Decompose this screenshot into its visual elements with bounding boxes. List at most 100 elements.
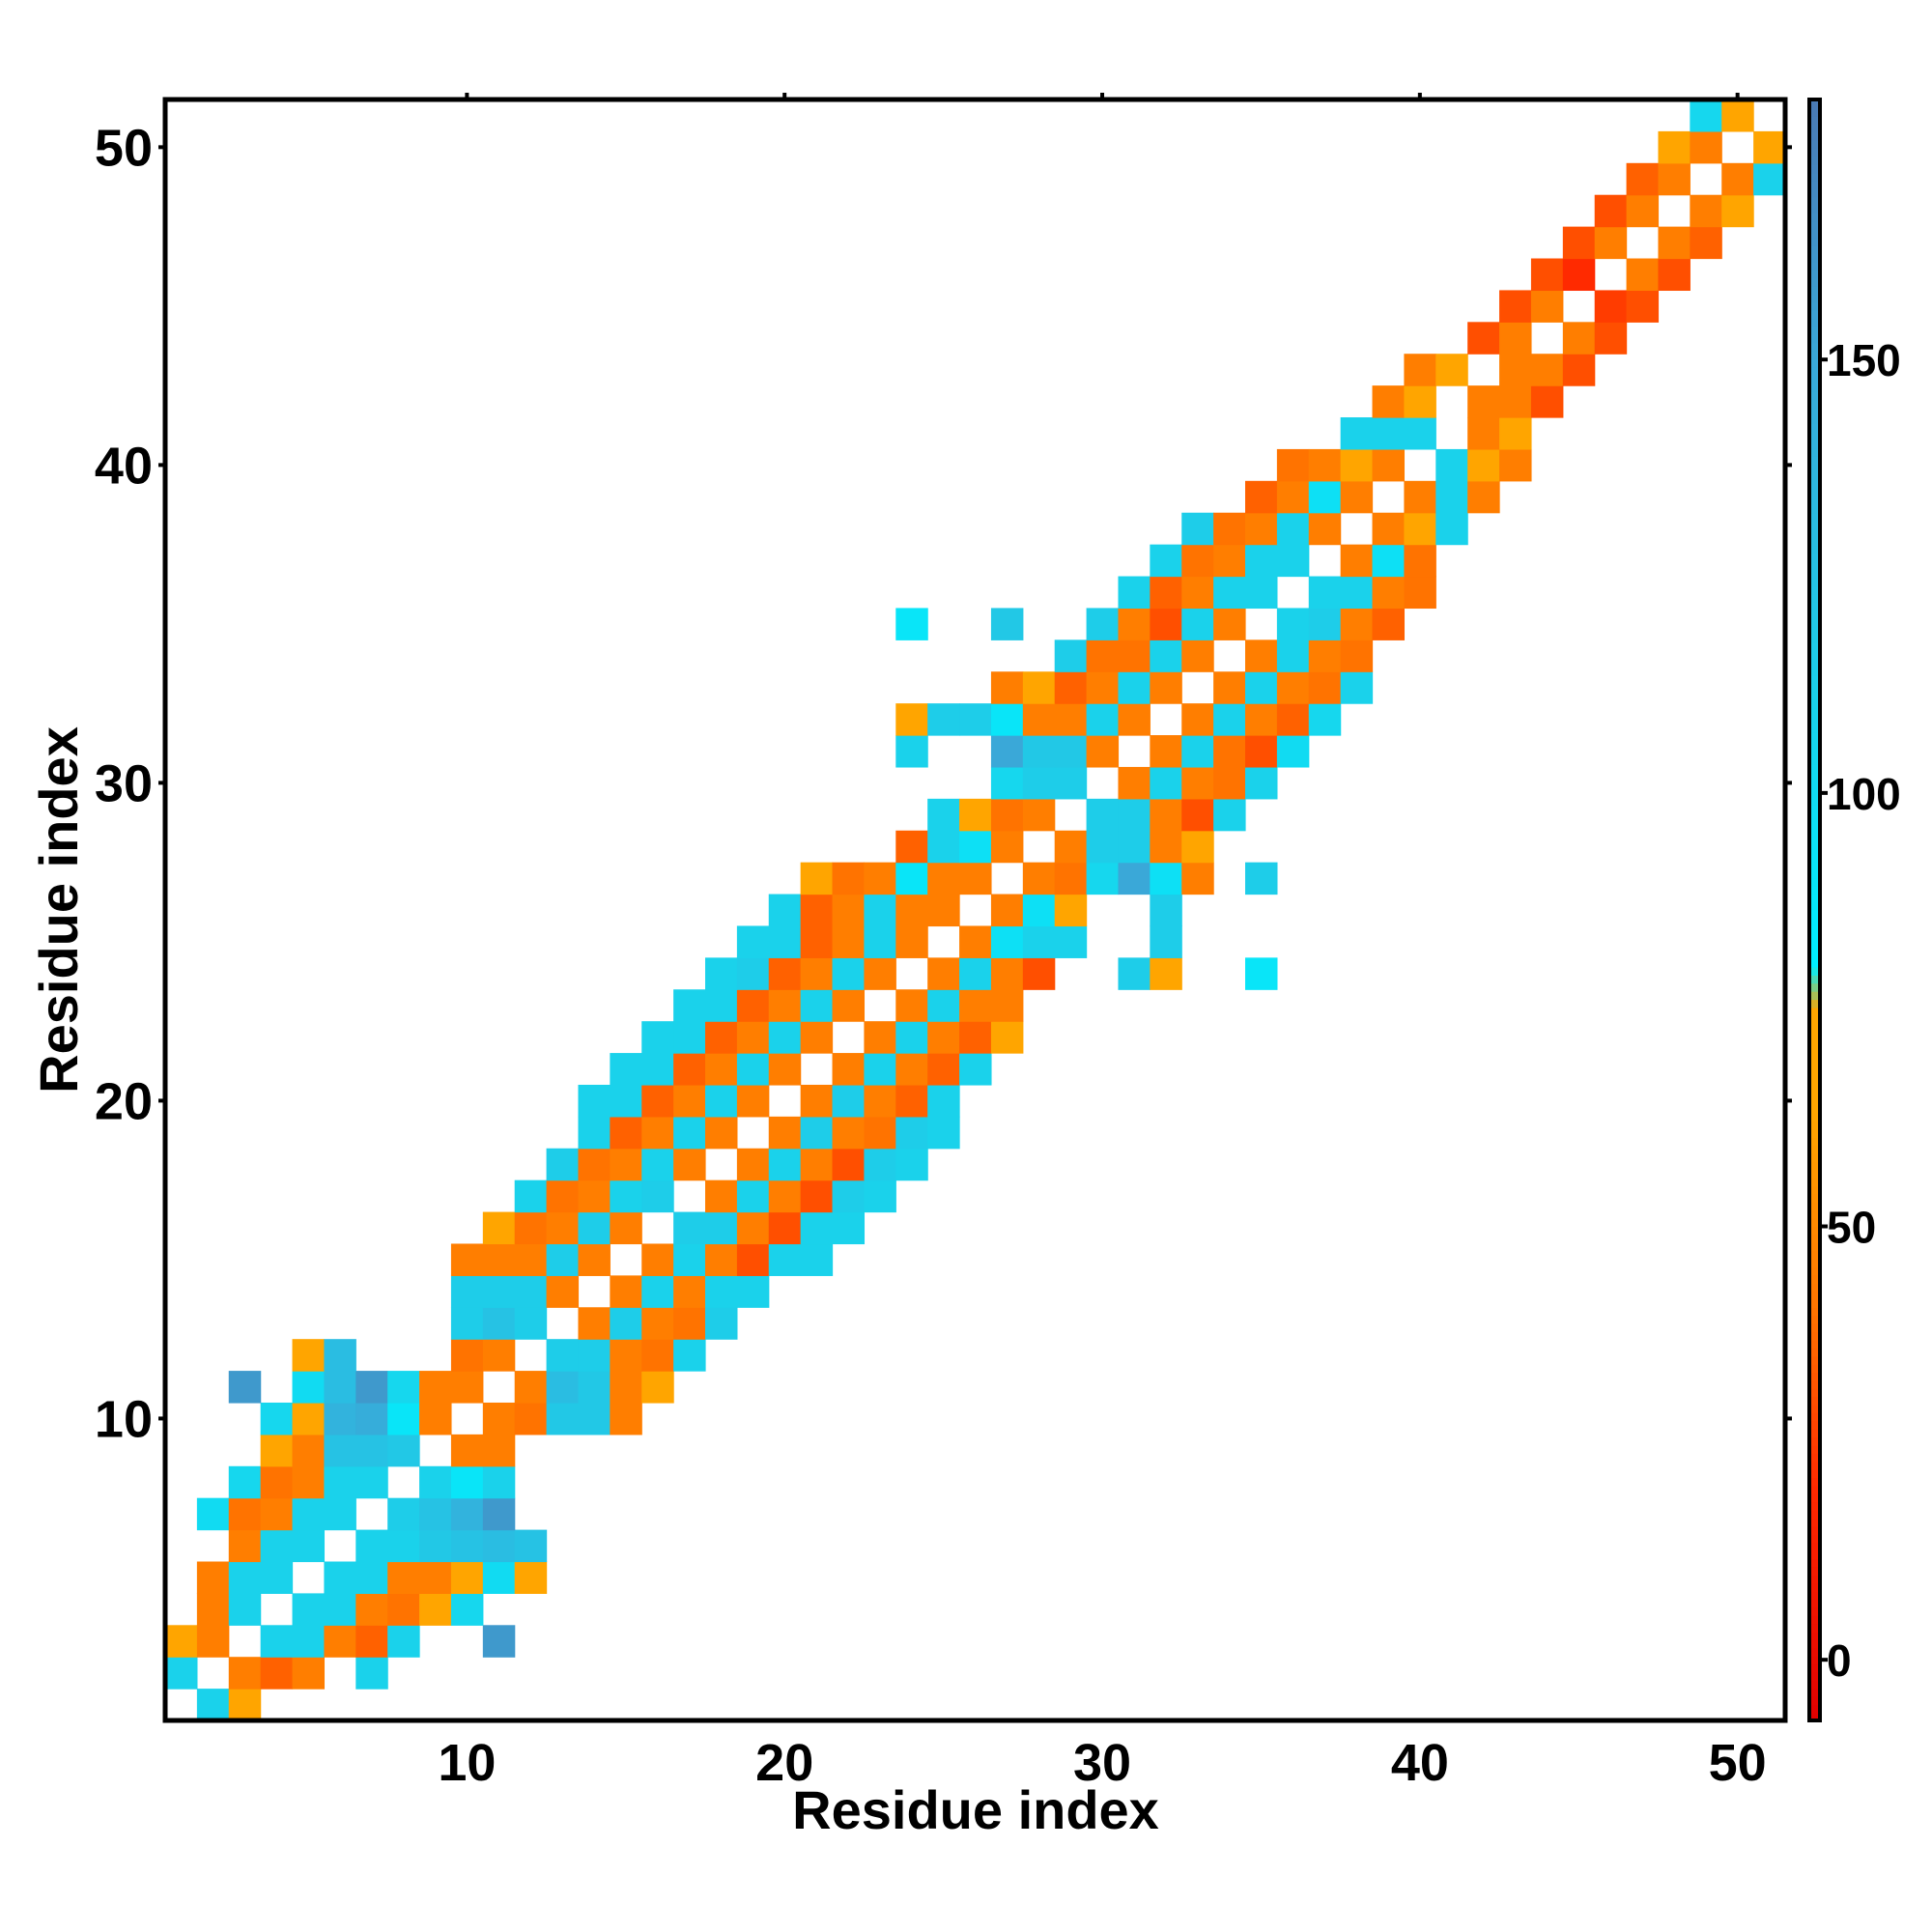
heatmap-cell [1626,290,1660,323]
heatmap-cell [450,1561,484,1594]
heatmap-cell [1150,798,1182,832]
colorbar-segment [1809,910,1820,920]
heatmap-cell [1372,385,1406,418]
colorbar-segment [1809,918,1820,927]
heatmap-cell [1245,862,1278,895]
heatmap-cell [895,830,928,864]
heatmap-cell [1276,608,1310,640]
heatmap-cell [1562,354,1596,386]
colorbar-segment [1809,1031,1820,1041]
colorbar-segment [1809,351,1820,360]
heatmap-cell [832,1116,866,1150]
colorbar-segment [1809,958,1820,968]
heatmap-cell [387,1593,420,1626]
heatmap-cell [1054,766,1088,800]
heatmap-cell [355,1657,388,1690]
heatmap-cell [482,1434,516,1467]
heatmap-cell [641,1116,674,1150]
heatmap-cell [1658,130,1690,164]
heatmap-cell [768,1053,802,1086]
colorbar-segment [1809,1274,1820,1284]
heatmap-cell [800,1243,834,1276]
heatmap-cell [641,1371,674,1404]
heatmap-cell [1213,608,1246,640]
colorbar-segment [1809,1606,1820,1616]
y-axis-ticks: 10 20 30 40 50 [95,119,1792,1448]
heatmap-cell [864,925,896,958]
heatmap-cell [1213,512,1246,546]
colorbar-segment [1809,213,1820,222]
colorbar-segment [1809,301,1820,311]
heatmap-cell [1086,735,1120,768]
colorbar-segment [1809,820,1820,830]
colorbar-segment [1809,1509,1820,1520]
colorbar-frame [1807,98,1822,1722]
heatmap-cell [546,1402,580,1435]
colorbar-segment [1809,1379,1820,1389]
heatmap-cell [1340,417,1374,450]
heatmap-cell [1086,608,1120,640]
heatmap-cell [419,1465,452,1499]
heatmap-cell [1118,766,1151,800]
heatmap-cell [705,989,738,1022]
heatmap-cell [450,1465,484,1499]
heatmap-cell [990,703,1024,736]
colorbar-segment [1809,407,1820,417]
heatmap-cell [514,1307,548,1340]
colorbar-segment [1809,391,1820,401]
heatmap-cell [1372,576,1406,610]
colorbar-segment [1809,180,1820,190]
heatmap-cell [959,989,992,1022]
heatmap-cell [165,1657,198,1690]
colorbar-segment [1809,658,1820,668]
colorbar-segment [1809,497,1820,506]
heatmap-cell [482,1339,516,1372]
colorbar: 0 50 100 150 [1807,98,1901,1722]
colorbar-segment [1809,1647,1820,1657]
heatmap-cell [228,1371,262,1404]
colorbar-segment [1809,1095,1820,1106]
colorbar-segment [1809,139,1820,150]
heatmap-cell [800,894,834,927]
heatmap-cell [1499,448,1532,482]
colorbar-segment [1809,990,1820,1001]
heatmap-cell [927,1021,960,1054]
x-tick-label: 20 [755,1734,813,1792]
heatmap-cell [292,1657,326,1690]
heatmap-cell [1308,512,1342,546]
heatmap-cell [482,1529,516,1563]
colorbar-segment [1809,294,1820,303]
colorbar-segment [1809,602,1820,611]
heatmap-cell [514,1371,548,1404]
heatmap-cell [1118,608,1151,640]
colorbar-segment [1809,837,1820,846]
heatmap-cell [1308,703,1342,736]
colorbar-segment [1809,877,1820,887]
heatmap-cell [736,1243,770,1276]
colorbar-segment [1809,610,1820,619]
heatmap-cell [641,1053,674,1086]
colorbar-segment [1809,358,1820,368]
heatmap-cell [927,989,960,1022]
colorbar-segment [1809,1355,1820,1365]
heatmap-cell [959,862,992,895]
colorbar-segment [1809,1209,1820,1219]
heatmap-cell [1022,671,1056,704]
heatmap-cell [1150,639,1182,672]
heatmap-cell [641,1179,674,1213]
colorbar-tick-label: 150 [1827,335,1901,385]
heatmap-cell [578,1402,611,1435]
heatmap-cell [990,925,1024,958]
heatmap-cells [165,99,1786,1721]
heatmap-cell [864,1179,896,1213]
colorbar-segment [1809,148,1820,157]
colorbar-segment [1809,1217,1820,1228]
heatmap-cell [1562,322,1596,355]
heatmap-cell [292,1371,326,1404]
heatmap-cell [1245,703,1278,736]
heatmap-cell [546,1179,580,1213]
colorbar-segment [1809,456,1820,466]
heatmap-cell [1150,830,1182,864]
heatmap-cell [768,957,802,990]
heatmap-cell [705,1053,738,1086]
